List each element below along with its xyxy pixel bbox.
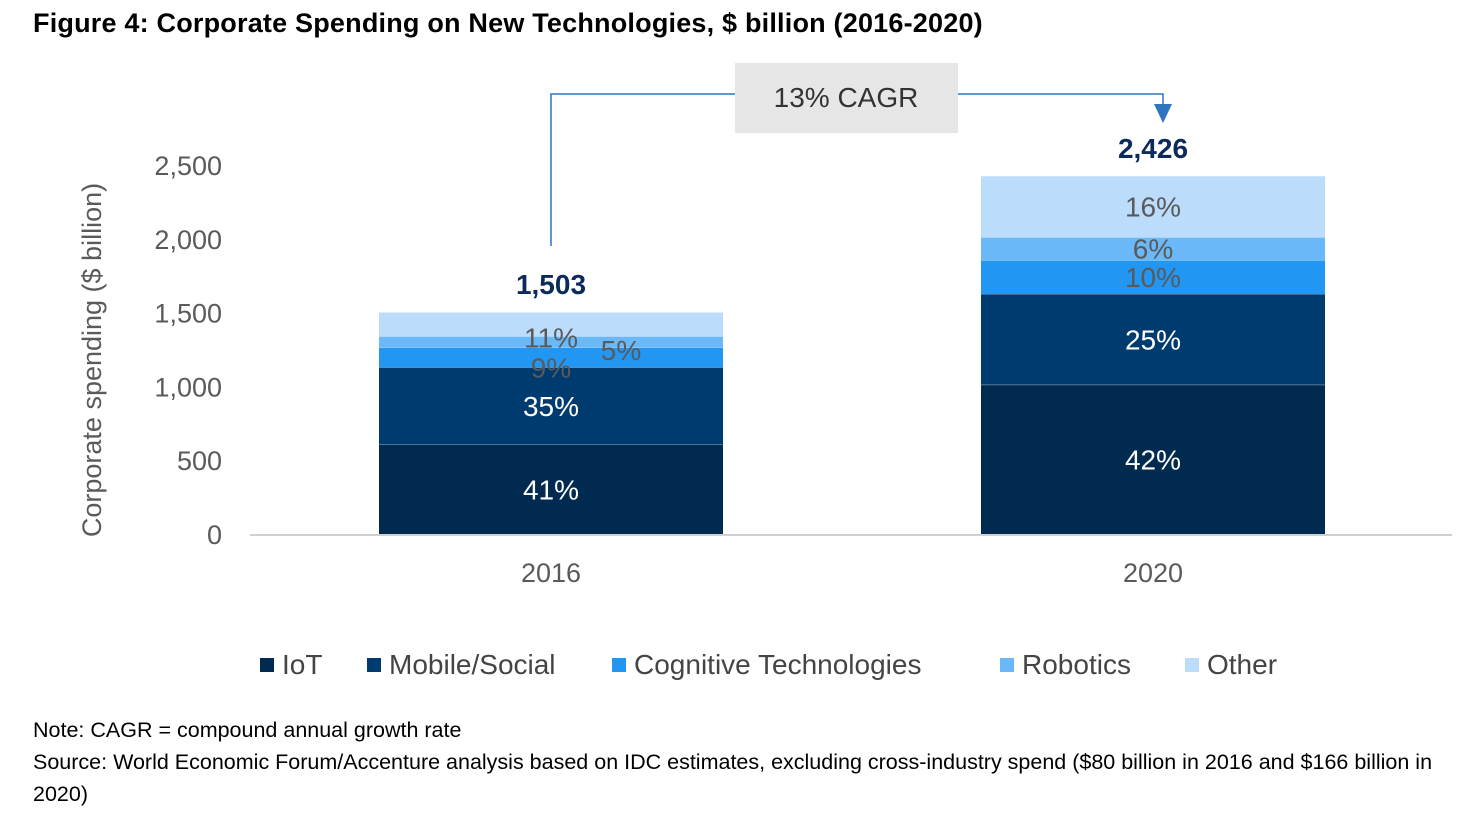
y-tick-label: 2,500 bbox=[154, 151, 222, 181]
legend-swatch bbox=[612, 658, 626, 672]
source-text: Source: World Economic Forum/Accenture a… bbox=[33, 750, 1433, 806]
cagr-connector-left bbox=[550, 93, 740, 246]
y-tick-label: 1,500 bbox=[154, 299, 222, 329]
bar-segment-mobile-social-2020 bbox=[981, 294, 1325, 385]
legend-label: IoT bbox=[282, 649, 322, 680]
legend-swatch bbox=[260, 658, 274, 672]
legend-label: Robotics bbox=[1022, 649, 1131, 680]
data-label: 41% bbox=[523, 474, 579, 505]
bar-segment-robotics-2016 bbox=[379, 336, 723, 348]
bar-segment-cognitive-technologies-2020 bbox=[981, 260, 1325, 295]
bar-segment-cognitive-technologies-2016 bbox=[379, 347, 723, 368]
footnotes: Note: CAGR = compound annual growth rate… bbox=[33, 714, 1463, 810]
y-tick-label: 2,000 bbox=[154, 225, 222, 255]
x-tick-label: 2020 bbox=[1123, 558, 1183, 588]
legend: IoT Mobile/Social Cognitive Technologies Ro… bbox=[260, 649, 1277, 680]
page-title: Figure 4: Corporate Spending on New Tech… bbox=[33, 8, 983, 38]
y-axis-label: Corporate spending ($ billion) bbox=[77, 183, 107, 537]
data-label: 11% bbox=[524, 322, 578, 353]
cagr-box bbox=[735, 63, 958, 133]
data-label: 10% bbox=[1125, 262, 1181, 293]
data-label: 5% bbox=[601, 335, 641, 366]
legend-swatch bbox=[1185, 658, 1199, 672]
y-tick-label: 0 bbox=[207, 520, 222, 550]
legend-label: Cognitive Technologies bbox=[634, 649, 921, 680]
data-label: 35% bbox=[523, 391, 579, 422]
stacked-bar-chart: 0 500 1,000 1,500 2,000 2,500 Corporate spendi… bbox=[77, 63, 1452, 680]
bar-segment-robotics-2020 bbox=[981, 237, 1325, 261]
x-axis: 2016 2020 bbox=[250, 534, 1452, 588]
legend-label: Other bbox=[1207, 649, 1277, 680]
y-axis: 0 500 1,000 1,500 2,000 2,500 Corporate spendi… bbox=[77, 151, 222, 550]
data-label: 16% bbox=[1125, 192, 1181, 223]
bar-segment-iot-2020 bbox=[981, 384, 1325, 534]
bar-segment-other-2020 bbox=[981, 175, 1325, 238]
legend-label: Mobile/Social bbox=[389, 649, 556, 680]
bars: 41% 35% 9% 5% 11% 1,503 42% 25% 10%6% 16% 2,426 bbox=[379, 133, 1325, 534]
bar-segment-iot-2016 bbox=[379, 444, 723, 534]
cagr-connector-right bbox=[955, 93, 1164, 108]
x-tick-label: 2016 bbox=[521, 558, 581, 588]
data-label: 42% bbox=[1125, 444, 1181, 475]
cagr-label: 13% CAGR bbox=[774, 82, 919, 113]
total-label: 2,426 bbox=[1118, 133, 1188, 164]
data-label: 6% bbox=[1133, 234, 1173, 265]
total-label: 1,503 bbox=[516, 269, 586, 300]
bar-segment-other-2016 bbox=[379, 312, 723, 337]
data-label: 9% bbox=[531, 352, 571, 383]
y-tick-label: 500 bbox=[177, 446, 222, 476]
note-text: Note: CAGR = compound annual growth rate bbox=[33, 718, 462, 742]
legend-swatch bbox=[1000, 658, 1014, 672]
bar-segment-mobile-social-2016 bbox=[379, 367, 723, 445]
cagr-arrowhead bbox=[1154, 104, 1172, 123]
data-label: 25% bbox=[1125, 324, 1181, 355]
legend-swatch bbox=[367, 658, 381, 672]
y-tick-label: 1,000 bbox=[154, 372, 222, 402]
cagr-annotation: 13% CAGR bbox=[550, 63, 1172, 246]
